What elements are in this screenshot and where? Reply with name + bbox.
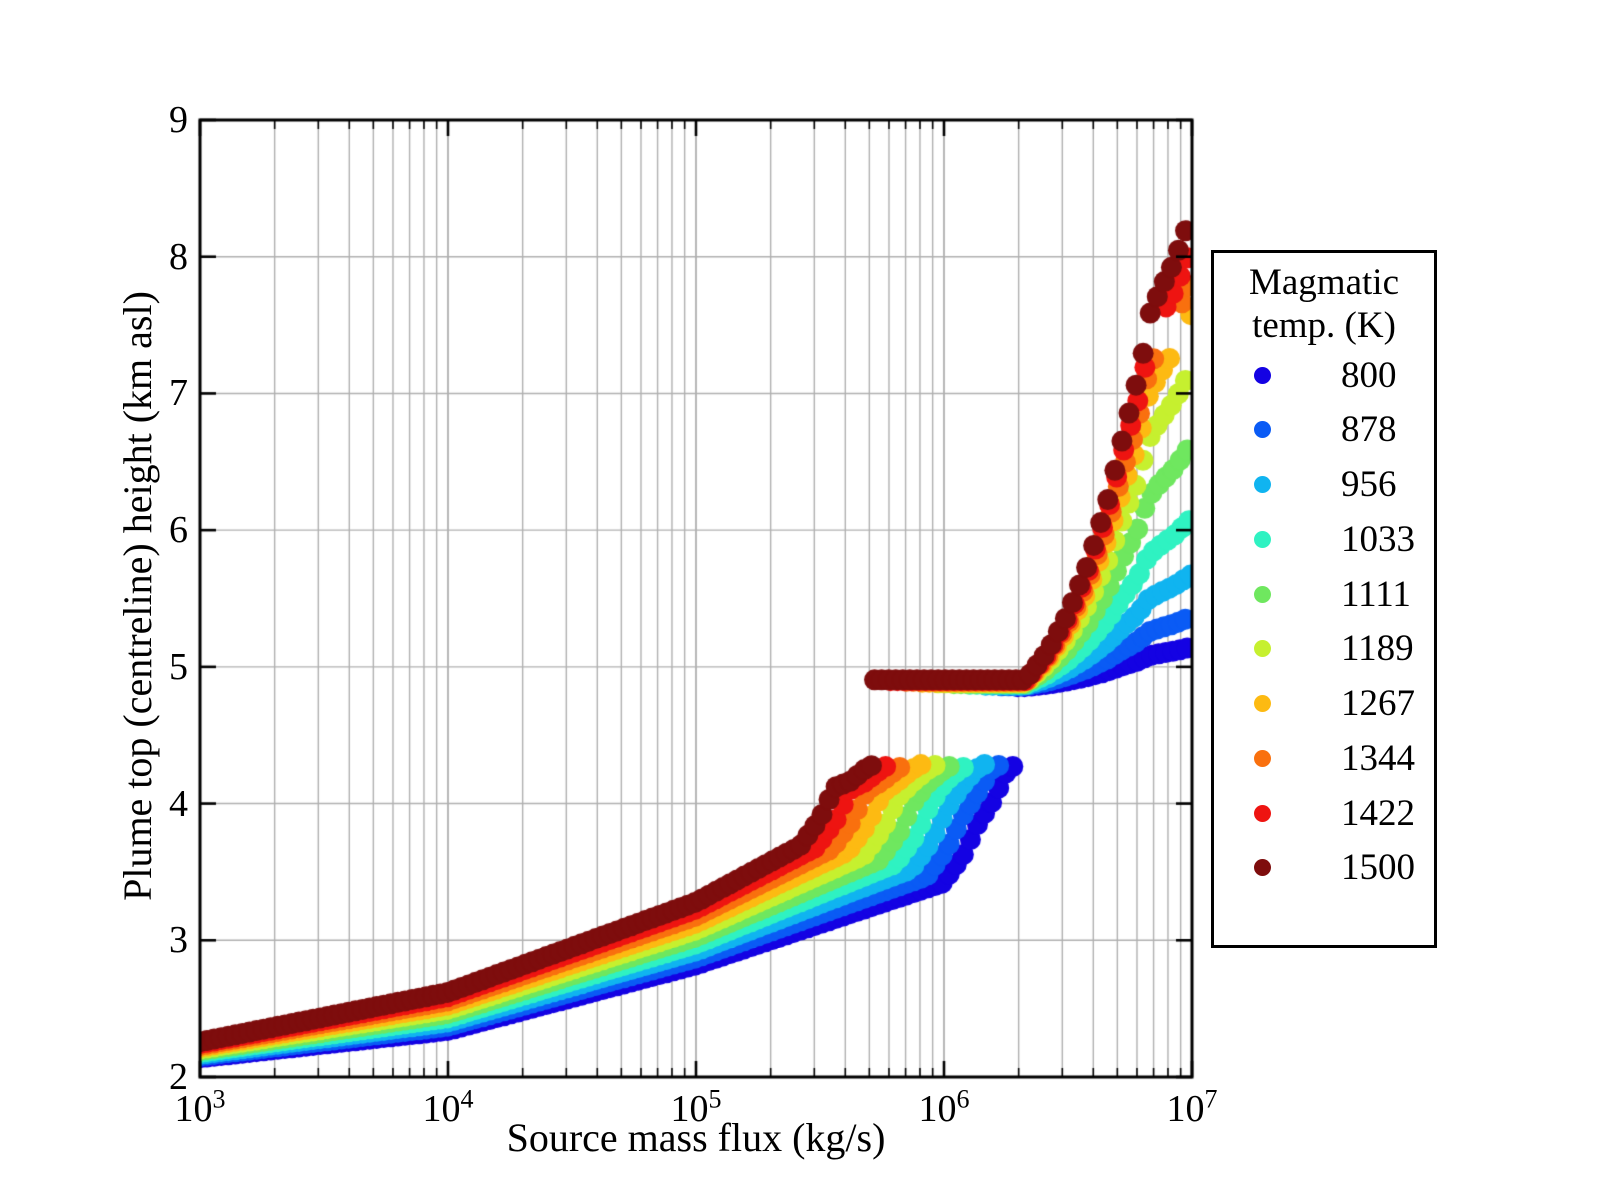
x-tick-label: 106 (918, 1084, 970, 1130)
legend-marker-icon (1254, 804, 1271, 822)
y-tick-label: 9 (169, 99, 188, 141)
legend-marker-icon (1254, 695, 1271, 713)
legend-value: 800 (1341, 354, 1397, 396)
legend-marker-icon (1254, 585, 1271, 603)
y-tick-label: 8 (169, 235, 188, 278)
y-tick-label: 5 (169, 645, 188, 688)
legend-marker-icon (1254, 476, 1271, 494)
y-tick-label: 4 (169, 782, 188, 825)
y-tick-label: 7 (169, 372, 188, 415)
legend-row: 1189 (1214, 622, 1434, 676)
y-tick-label: 6 (169, 509, 188, 552)
legend-value: 1344 (1341, 737, 1415, 779)
x-tick-label: 105 (670, 1084, 722, 1130)
legend-marker-icon (1254, 421, 1271, 439)
x-tick-label: 103 (174, 1084, 226, 1130)
legend-marker-icon (1254, 859, 1271, 877)
legend-row: 1500 (1214, 841, 1434, 895)
legend-row: 956 (1214, 458, 1434, 512)
legend-marker-icon (1254, 640, 1271, 658)
x-tick-label: 104 (422, 1084, 474, 1130)
legend-value: 1422 (1341, 792, 1415, 834)
legend-title-line1: Magmatic (1248, 262, 1399, 303)
legend-row: 878 (1214, 403, 1434, 457)
legend-row: 1111 (1214, 567, 1434, 621)
legend-marker-icon (1254, 366, 1271, 384)
y-tick-label: 2 (169, 1056, 188, 1098)
legend-value: 1033 (1341, 518, 1415, 560)
legend: Magmatic temp. (K) 800 878 956 1033 1111 1189… (1211, 250, 1437, 948)
legend-row: 1344 (1214, 731, 1434, 785)
legend-value: 1111 (1341, 573, 1411, 615)
legend-marker-icon (1254, 530, 1271, 548)
legend-row: 1422 (1214, 786, 1434, 840)
y-axis-label: Plume top (centreline) height (km asl) (115, 291, 160, 901)
legend-row: 1267 (1214, 677, 1434, 731)
x-tick-label: 107 (1166, 1084, 1218, 1130)
legend-title: Magmatic temp. (K) (1214, 261, 1434, 347)
legend-value: 1189 (1341, 628, 1414, 670)
legend-marker-icon (1254, 749, 1271, 767)
x-axis-label: Source mass flux (kg/s) (506, 1115, 886, 1160)
legend-value: 956 (1341, 464, 1397, 506)
legend-row: 800 (1214, 348, 1434, 402)
legend-row: 1033 (1214, 512, 1434, 566)
legend-value: 878 (1341, 409, 1397, 451)
legend-title-line2: temp. (K) (1252, 305, 1396, 346)
y-tick-label: 3 (169, 919, 188, 962)
legend-value: 1500 (1341, 847, 1415, 889)
legend-value: 1267 (1341, 683, 1415, 725)
